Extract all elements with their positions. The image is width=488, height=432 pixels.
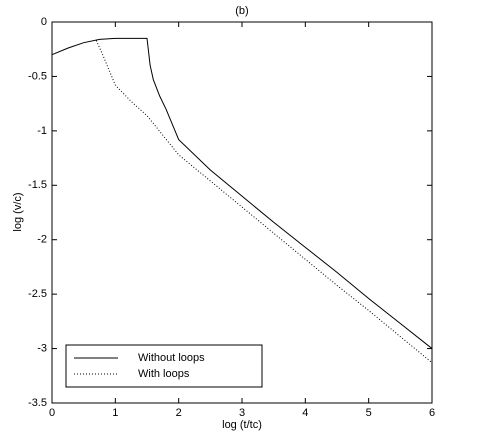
x-tick-label: 5 bbox=[366, 407, 372, 419]
y-tick-label: -1.5 bbox=[28, 179, 47, 191]
y-tick-label: -3.5 bbox=[28, 397, 47, 409]
legend-label: With loops bbox=[138, 368, 190, 380]
y-tick-label: -1 bbox=[37, 125, 47, 137]
x-tick-label: 6 bbox=[429, 407, 435, 419]
x-axis-label: log (t/tc) bbox=[222, 419, 262, 431]
legend-box bbox=[65, 344, 263, 388]
y-axis-label: log (v/c) bbox=[12, 192, 24, 231]
y-tick-label: -2.5 bbox=[28, 288, 47, 300]
series-line bbox=[95, 40, 433, 364]
x-tick-label: 0 bbox=[49, 407, 55, 419]
y-tick-label: -3 bbox=[37, 342, 47, 354]
x-tick-label: 3 bbox=[239, 407, 245, 419]
x-tick-label: 4 bbox=[302, 407, 308, 419]
x-tick-label: 2 bbox=[176, 407, 182, 419]
chart-title: (b) bbox=[235, 5, 248, 17]
y-tick-label: 0 bbox=[41, 16, 47, 28]
legend-label: Without loops bbox=[138, 352, 205, 364]
x-tick-label: 1 bbox=[112, 407, 118, 419]
series-line bbox=[51, 37, 433, 349]
y-tick-label: -2 bbox=[37, 234, 47, 246]
y-tick-label: -0.5 bbox=[28, 70, 47, 82]
